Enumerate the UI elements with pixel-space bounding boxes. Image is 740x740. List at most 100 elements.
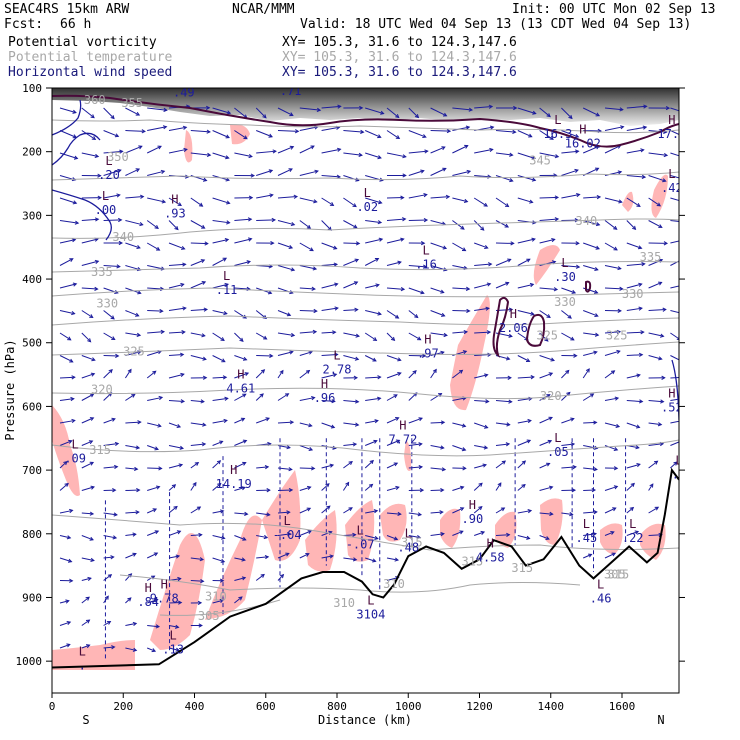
wind-vector bbox=[408, 241, 426, 246]
wind-vector bbox=[452, 197, 469, 203]
theta-label: 355 bbox=[121, 96, 143, 110]
wind-vector bbox=[408, 217, 429, 223]
wind-vector bbox=[582, 393, 595, 401]
stratosphere-shading bbox=[52, 88, 679, 126]
wind-vector bbox=[277, 145, 295, 154]
valid-time: Valid: 18 UTC Wed 04 Sep 13 (13 CDT Wed … bbox=[300, 17, 692, 32]
wind-vector bbox=[364, 258, 380, 266]
wind-vector bbox=[452, 329, 469, 335]
wind-vector bbox=[168, 147, 188, 154]
wind-vector bbox=[124, 368, 132, 379]
wind-vector bbox=[299, 422, 313, 428]
wind-vector bbox=[365, 419, 379, 424]
wind-vector bbox=[473, 220, 485, 231]
wind-vector bbox=[561, 107, 573, 120]
wind-vector bbox=[474, 373, 489, 379]
y-tick-label: 200 bbox=[22, 146, 42, 159]
wind-vector bbox=[234, 511, 249, 516]
wind-vector bbox=[59, 599, 70, 604]
wind-speed-contour bbox=[52, 132, 101, 166]
wind-vector bbox=[168, 282, 185, 289]
hl-letter: L bbox=[357, 524, 364, 538]
pv-blob bbox=[622, 191, 634, 212]
wind-vector bbox=[430, 107, 448, 117]
wind-vector bbox=[495, 375, 512, 380]
hl-value: .48 bbox=[397, 541, 419, 555]
wind-vector bbox=[604, 422, 621, 428]
wind-vector bbox=[103, 574, 113, 581]
wind-vector bbox=[277, 510, 291, 515]
wind-vector bbox=[81, 535, 94, 541]
wind-vector bbox=[473, 506, 483, 514]
wind-vector bbox=[626, 262, 646, 267]
wind-vector bbox=[495, 532, 511, 538]
wind-vector bbox=[343, 307, 359, 312]
wind-vector bbox=[103, 193, 121, 199]
hl-value: .96 bbox=[314, 391, 336, 405]
wind-vector bbox=[299, 107, 322, 112]
theta-label: 315 bbox=[462, 555, 484, 569]
wind-vector bbox=[474, 445, 489, 450]
wind-vector bbox=[81, 393, 95, 401]
wind-vector bbox=[343, 422, 360, 427]
wind-vector bbox=[168, 352, 185, 357]
hl-value: 2.06 bbox=[499, 321, 528, 335]
hl-label: L.05 bbox=[547, 431, 569, 459]
hl-label: L.00 bbox=[95, 189, 117, 217]
wind-vector bbox=[234, 535, 247, 541]
wind-vector bbox=[626, 148, 645, 154]
wind-vector bbox=[386, 535, 399, 541]
wind-vector bbox=[364, 130, 382, 139]
theta-label: 325 bbox=[606, 329, 628, 343]
wind-vector bbox=[59, 508, 74, 514]
theta-label: 315 bbox=[608, 567, 630, 581]
wind-vector bbox=[321, 463, 335, 469]
wind-vector bbox=[212, 509, 225, 514]
wind-vector bbox=[430, 487, 445, 493]
wind-vector bbox=[561, 512, 574, 517]
wind-vector bbox=[561, 218, 580, 223]
wind-vector bbox=[430, 242, 448, 250]
wind-vector bbox=[670, 439, 679, 446]
field-wind-name: Horizontal wind speed bbox=[8, 65, 173, 80]
wind-vector bbox=[103, 620, 112, 626]
hl-value: 3104 bbox=[356, 608, 385, 622]
wind-vector bbox=[343, 152, 363, 157]
wind-vector bbox=[495, 422, 511, 427]
wind-vector bbox=[59, 355, 74, 363]
hl-value: .16 bbox=[415, 257, 437, 271]
wind-vector bbox=[321, 262, 339, 267]
wind-vector bbox=[604, 466, 619, 471]
wind-vector bbox=[103, 368, 113, 379]
hl-value: .90 bbox=[462, 512, 484, 526]
hl-label: H.97 bbox=[417, 332, 439, 360]
wind-vector bbox=[81, 619, 91, 626]
wind-vector bbox=[561, 464, 577, 470]
hl-value: .09 bbox=[64, 452, 86, 466]
wind-vector bbox=[517, 375, 535, 380]
wind-vector bbox=[299, 308, 318, 314]
wind-vector bbox=[59, 535, 72, 540]
wind-vector bbox=[604, 531, 615, 536]
wind-vector bbox=[59, 396, 75, 402]
pv-contours bbox=[52, 94, 679, 358]
wind-vector bbox=[277, 194, 299, 199]
wind-vector bbox=[343, 507, 353, 514]
theta-label: 305 bbox=[604, 567, 626, 581]
hl-label: L.22 bbox=[622, 517, 644, 545]
x-tick-label: 800 bbox=[327, 700, 347, 713]
theta-label: 330 bbox=[622, 287, 644, 301]
wind-vector bbox=[147, 125, 168, 131]
wind-vector bbox=[495, 197, 510, 208]
wind-vector bbox=[604, 107, 624, 112]
wind-vector bbox=[190, 241, 209, 246]
wind-vector bbox=[168, 445, 185, 450]
hl-label: H16.02 bbox=[565, 122, 601, 150]
wind-vector bbox=[343, 532, 357, 538]
wind-vector bbox=[386, 310, 400, 319]
wind-vector bbox=[168, 197, 182, 207]
wind-vector bbox=[256, 193, 274, 199]
wind-vector bbox=[386, 107, 400, 119]
theta-contour bbox=[52, 341, 679, 356]
wind-vector bbox=[255, 107, 267, 119]
